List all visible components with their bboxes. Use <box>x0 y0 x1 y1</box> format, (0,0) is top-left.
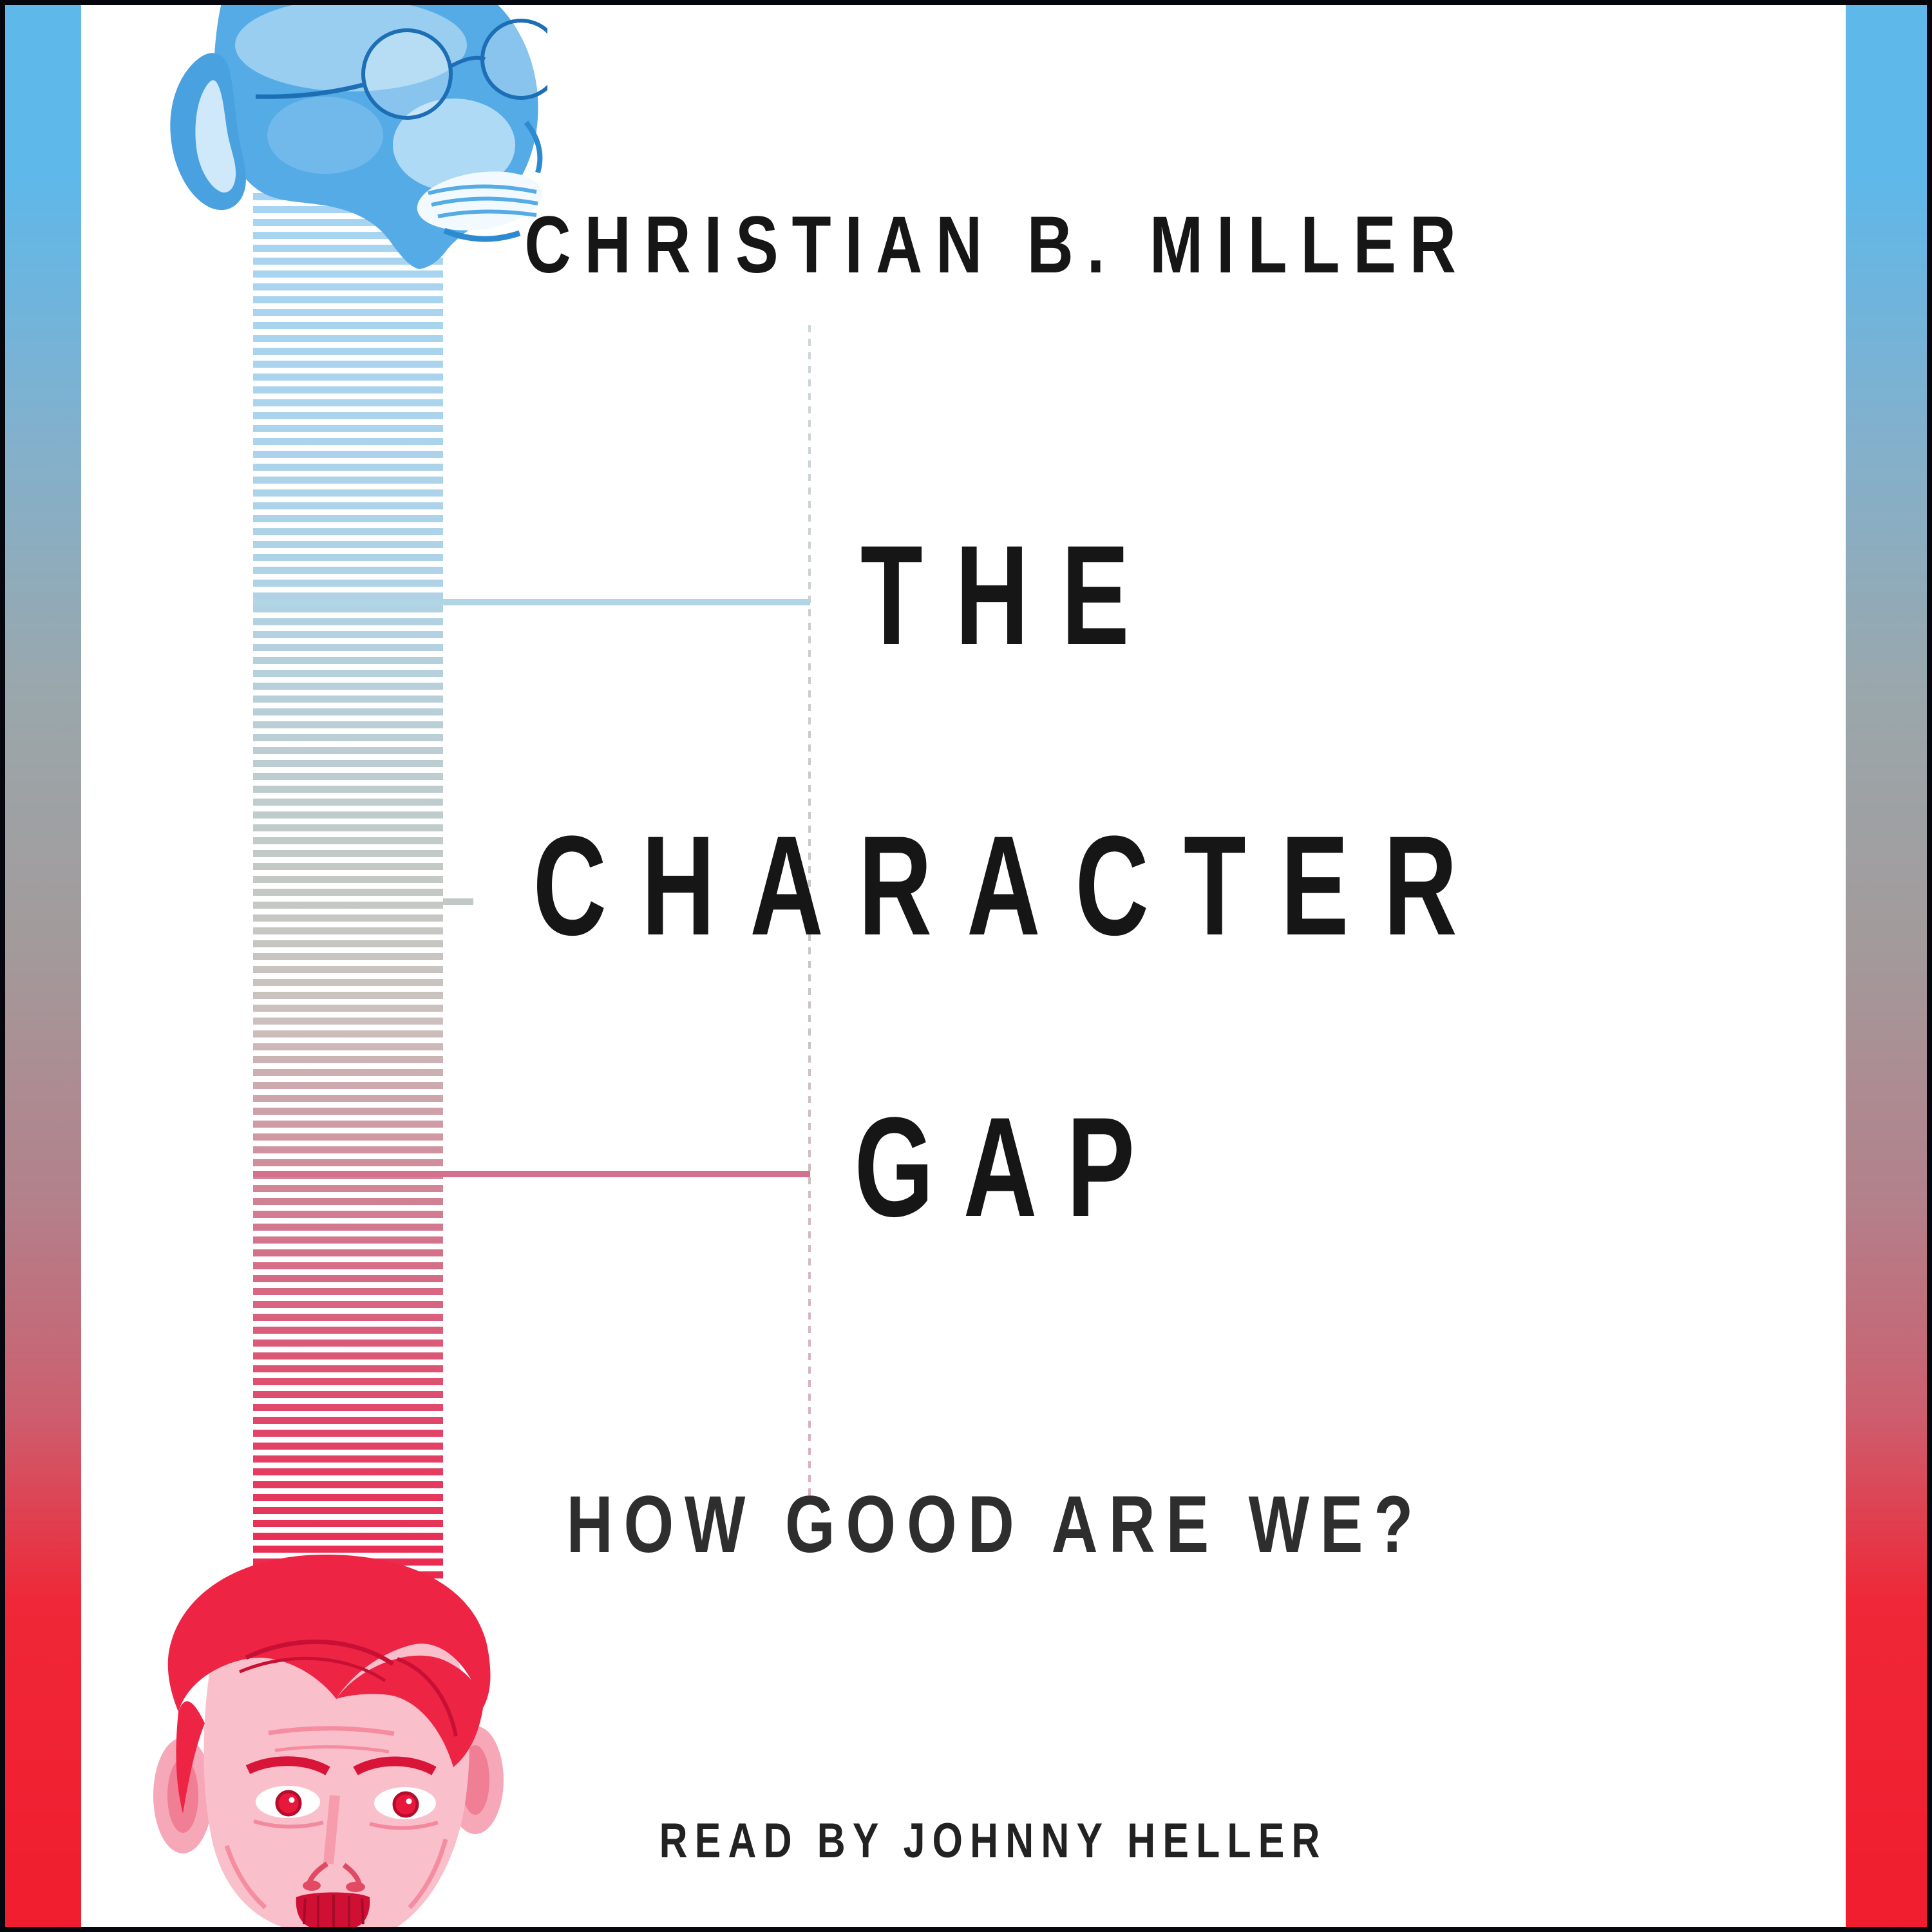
left-gradient-bar <box>4 0 81 1932</box>
scale-tick-the <box>253 599 810 605</box>
subtitle: HOW GOOD ARE WE? <box>566 1480 1425 1569</box>
right-gradient-bar <box>1846 0 1927 1932</box>
title-word-gap: GAP <box>854 1088 1164 1246</box>
dashed-guide-line <box>808 325 811 1504</box>
scale-tick-gap <box>253 1171 810 1177</box>
author-name: CHRISTIAN B. MILLER <box>524 200 1470 290</box>
title-word-the: THE <box>860 516 1162 674</box>
narrator-credit: READ BY JOHNNY HELLER <box>659 1814 1327 1868</box>
character-scale-ruler <box>253 193 443 1623</box>
hitler-portrait-image <box>153 1554 504 1927</box>
title-word-character: CHARACTER <box>533 806 1493 965</box>
scale-tick-character <box>443 898 473 905</box>
gandhi-portrait-image <box>170 0 547 269</box>
